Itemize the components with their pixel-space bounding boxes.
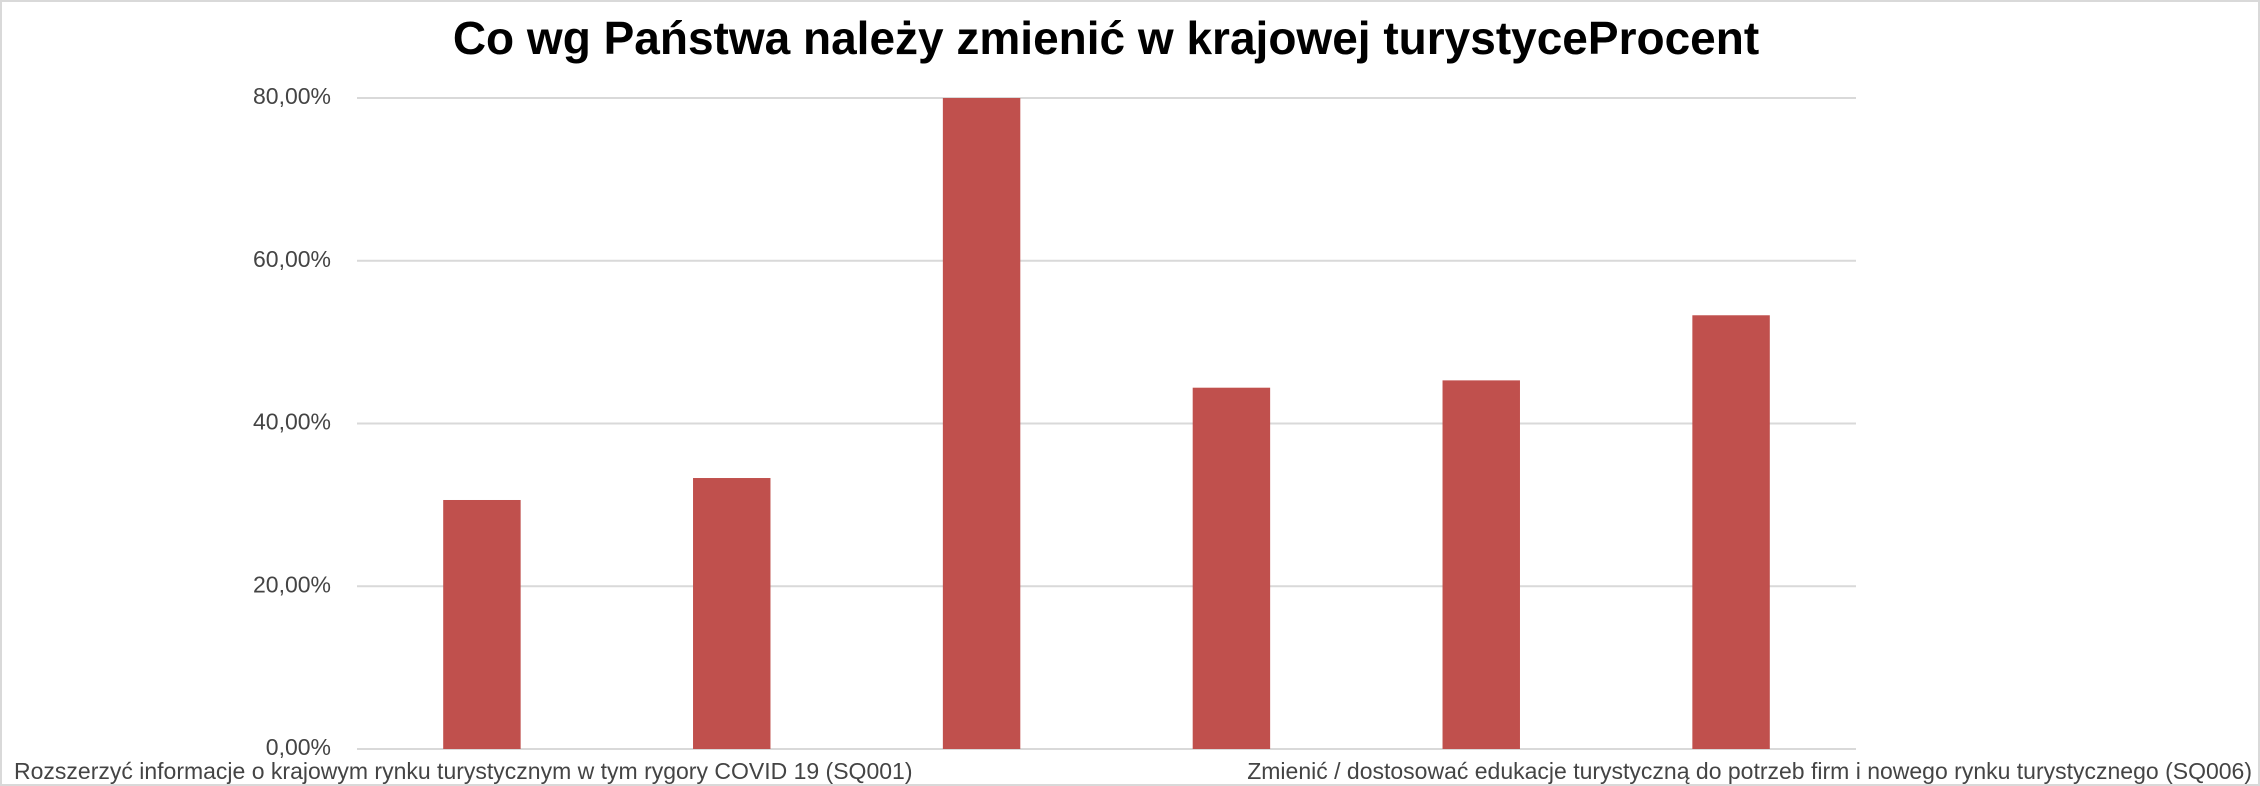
bar: [942, 98, 1021, 749]
bar: [443, 499, 521, 749]
y-tick-label: 0,00%: [266, 734, 331, 760]
y-tick-label: 80,00%: [253, 83, 331, 109]
y-tick-label: 20,00%: [253, 571, 331, 597]
bar: [693, 478, 771, 749]
chart-title: Co wg Państwa należy zmienić w krajowej …: [453, 12, 1759, 64]
y-tick-label: 40,00%: [253, 409, 331, 435]
x-tick-label: Zmienić / dostosować edukacje turystyczn…: [1247, 758, 2252, 784]
y-tick-label: 60,00%: [253, 246, 331, 272]
bar: [1692, 315, 1770, 749]
bar: [1442, 380, 1520, 749]
bar: [1192, 387, 1271, 749]
x-tick-label: Rozszerzyć informacje o krajowym rynku t…: [14, 758, 912, 784]
